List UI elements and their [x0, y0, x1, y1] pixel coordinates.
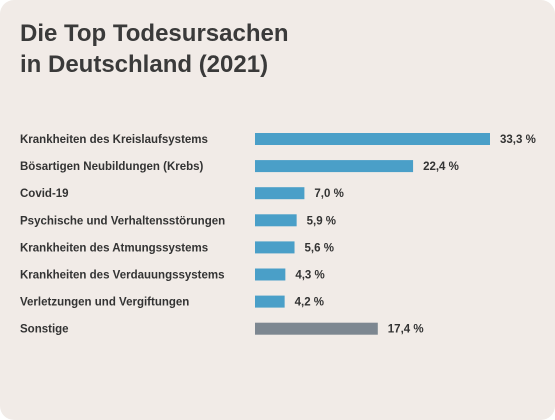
- bar: [255, 133, 490, 145]
- value-label: 5,6 %: [305, 242, 334, 254]
- category-label: Krankheiten des Kreislaufsystems: [20, 134, 208, 146]
- bar: [255, 160, 414, 173]
- bar: [255, 241, 295, 254]
- category-label: Psychische und Verhaltensstörungen: [20, 215, 225, 227]
- value-label: 33,3 %: [500, 134, 536, 146]
- category-label: Bösartigen Neubildungen (Krebs): [20, 161, 204, 173]
- value-label: 5,9 %: [307, 215, 336, 227]
- value-label: 7,0 %: [314, 188, 343, 200]
- bar: [255, 214, 297, 227]
- value-label: 17,4 %: [388, 324, 424, 336]
- category-label: Covid-19: [20, 188, 69, 200]
- bar: [255, 322, 378, 335]
- category-label: Verletzungen und Vergiftungen: [20, 297, 189, 309]
- category-label: Sonstige: [20, 324, 69, 336]
- category-label: Krankheiten des Verdauungssystems: [20, 270, 225, 282]
- chart-title-line-1: Die Top Todesursachen: [20, 20, 289, 47]
- chart-title-line-2: in Deutschland (2021): [20, 51, 269, 78]
- value-label: 4,3 %: [295, 270, 324, 282]
- bar: [255, 187, 305, 200]
- value-label: 22,4 %: [423, 161, 459, 173]
- chart-title: Die Top Todesursachen in Deutschland (20…: [20, 18, 500, 80]
- bar: [255, 295, 285, 308]
- category-label: Krankheiten des Atmungssystems: [20, 242, 208, 254]
- bar: [255, 268, 286, 281]
- value-label: 4,2 %: [295, 297, 324, 309]
